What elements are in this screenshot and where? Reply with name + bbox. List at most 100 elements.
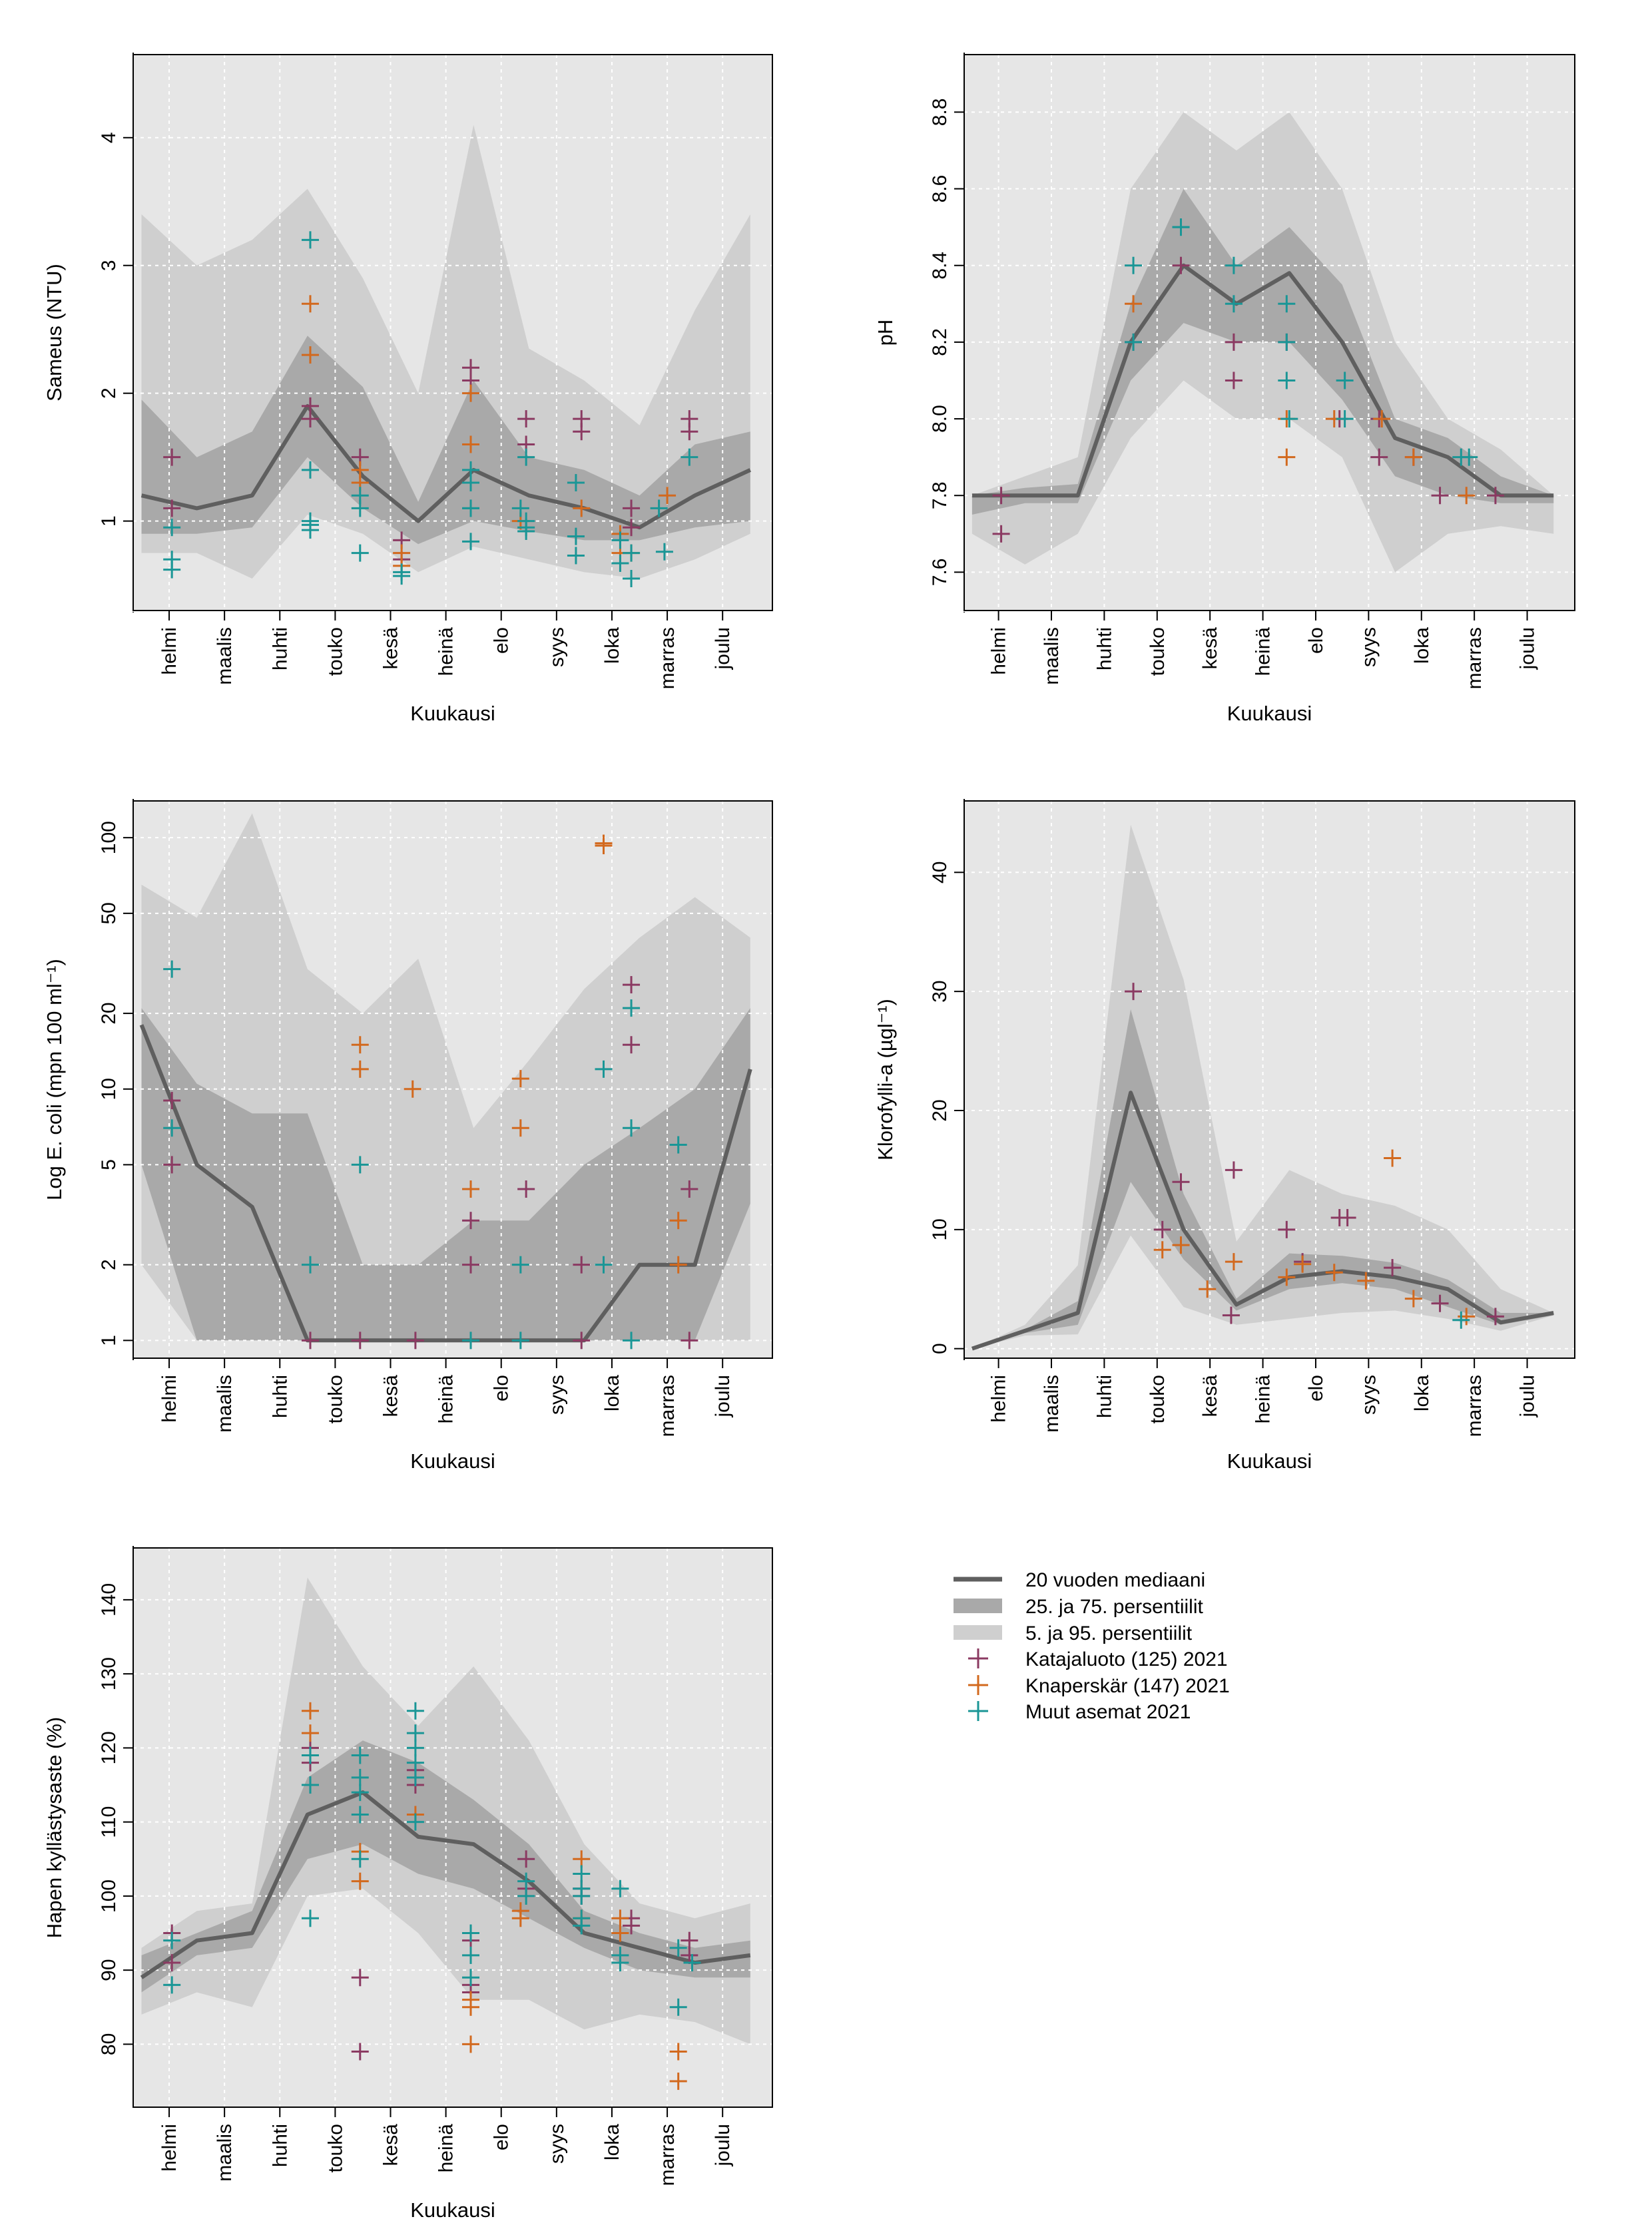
x-tick-label: heinä <box>1252 627 1274 676</box>
x-tick-label: maalis <box>1041 627 1063 685</box>
point-knaperskar <box>1199 1280 1217 1298</box>
band-p25-p75 <box>141 1740 750 1993</box>
y-tick-label: 100 <box>98 821 120 854</box>
point-muut <box>511 1332 529 1350</box>
point-muut <box>406 1702 424 1720</box>
point-muut <box>623 1332 641 1350</box>
point-katajaluoto <box>517 410 535 428</box>
x-tick-label: heinä <box>435 1375 457 1424</box>
x-tick-label: touko <box>324 2124 346 2172</box>
point-knaperskar <box>573 499 591 517</box>
point-muut <box>669 1998 687 2016</box>
median-line <box>140 1790 751 1979</box>
point-muut <box>1225 295 1242 313</box>
point-katajaluoto <box>1153 1220 1171 1238</box>
point-katajaluoto <box>351 1969 369 1987</box>
legend-median-label: 20 vuoden mediaani <box>1025 1569 1205 1591</box>
x-tick-label: heinä <box>435 627 457 676</box>
point-knaperskar <box>1172 1236 1190 1254</box>
band-p25-p75 <box>141 1008 750 1341</box>
point-muut <box>1172 218 1190 236</box>
x-tick-label: marras <box>657 627 679 689</box>
y-tick-label: 8.8 <box>929 99 951 126</box>
y-tick-label: 20 <box>929 1099 951 1121</box>
point-knaperskar <box>1404 1290 1422 1308</box>
point-knaperskar <box>511 1070 529 1088</box>
point-knaperskar <box>351 1036 369 1054</box>
x-tick-label: huhti <box>269 1375 291 1418</box>
point-katajaluoto <box>163 1954 181 1972</box>
point-muut <box>517 1872 535 1890</box>
point-knaperskar <box>1278 1268 1296 1286</box>
point-katajaluoto <box>623 519 641 537</box>
point-knaperskar <box>1294 1255 1312 1273</box>
point-muut <box>1278 333 1296 351</box>
point-muut <box>655 543 673 561</box>
point-muut <box>462 533 480 551</box>
point-katajaluoto <box>1222 1306 1240 1324</box>
median-line <box>140 403 752 530</box>
y-tick-label: 7.6 <box>929 559 951 587</box>
point-katajaluoto <box>623 499 641 517</box>
point-knaperskar <box>1225 1253 1242 1271</box>
point-muut <box>301 1256 319 1274</box>
point-knaperskar <box>1373 410 1391 428</box>
point-muut <box>1278 295 1296 313</box>
point-knaperskar <box>1357 1272 1375 1290</box>
y-tick-label: 8.0 <box>929 405 951 433</box>
y-tick-label: 1 <box>98 1335 120 1346</box>
y-tick-label: 10 <box>929 1218 951 1240</box>
y-tick-label: 8.4 <box>929 252 951 280</box>
legend: 20 vuoden mediaani 25. ja 75. persentiil… <box>954 1569 1230 1723</box>
point-muut <box>595 1256 613 1274</box>
point-muut <box>462 1969 480 1987</box>
legend-muut-marker <box>968 1701 988 1721</box>
point-katajaluoto <box>163 448 181 466</box>
point-muut <box>406 1724 424 1742</box>
point-knaperskar <box>301 1724 319 1742</box>
x-tick-label: elo <box>1305 627 1327 654</box>
point-muut <box>623 999 641 1017</box>
y-tick-label: 10 <box>98 1078 120 1100</box>
point-katajaluoto <box>163 1092 181 1110</box>
point-katajaluoto <box>1384 1259 1402 1277</box>
point-muut <box>517 1887 535 1905</box>
point-katajaluoto <box>1172 256 1190 274</box>
x-tick-label: helmi <box>158 627 180 675</box>
point-muut <box>567 527 585 545</box>
chart-ph: 7.6 7.8 8.0 8.2 8.4 8.6 8.8 helmi maalis huhti tou… <box>874 53 1575 725</box>
point-muut <box>301 231 319 249</box>
y-tick-label: 50 <box>98 902 120 924</box>
point-knaperskar <box>301 346 319 364</box>
legend-p5-95-label: 5. ja 95. persentiilit <box>1025 1622 1193 1644</box>
point-muut <box>669 1136 687 1154</box>
x-tick-label: loka <box>1411 627 1433 664</box>
point-knaperskar <box>301 1702 319 1720</box>
point-muut <box>567 474 585 492</box>
point-knaperskar <box>1125 295 1143 313</box>
y-tick-label: 90 <box>98 1959 120 1981</box>
point-katajaluoto <box>623 976 641 994</box>
point-knaperskar <box>462 384 480 402</box>
point-knaperskar <box>462 2035 480 2053</box>
point-katajaluoto <box>406 1332 424 1350</box>
point-muut <box>683 1954 701 1972</box>
legend-knaperskar-marker <box>968 1675 988 1695</box>
point-muut <box>611 1879 629 1897</box>
x-tick-label: elo <box>491 2124 513 2150</box>
point-muut <box>351 499 369 517</box>
band-p25-p75 <box>971 1009 1554 1349</box>
point-muut <box>1280 410 1298 428</box>
point-muut <box>1336 372 1354 389</box>
x-tick-label: maalis <box>214 2124 236 2182</box>
point-muut <box>611 554 629 572</box>
x-tick-label: syys <box>546 2124 568 2164</box>
point-knaperskar <box>1278 448 1296 466</box>
y-tick-label: 120 <box>98 1731 120 1764</box>
chart-happi: 80 90 100 110 120 130 140 helmi maalis huhti touko… <box>43 1546 773 2222</box>
point-muut <box>351 544 369 562</box>
y-tick-label: 1 <box>98 515 120 527</box>
legend-knaperskar-label: Knaperskär (147) 2021 <box>1025 1675 1230 1697</box>
x-tick-label: kesä <box>1199 627 1221 670</box>
x-tick-label: joulu <box>712 2124 734 2166</box>
